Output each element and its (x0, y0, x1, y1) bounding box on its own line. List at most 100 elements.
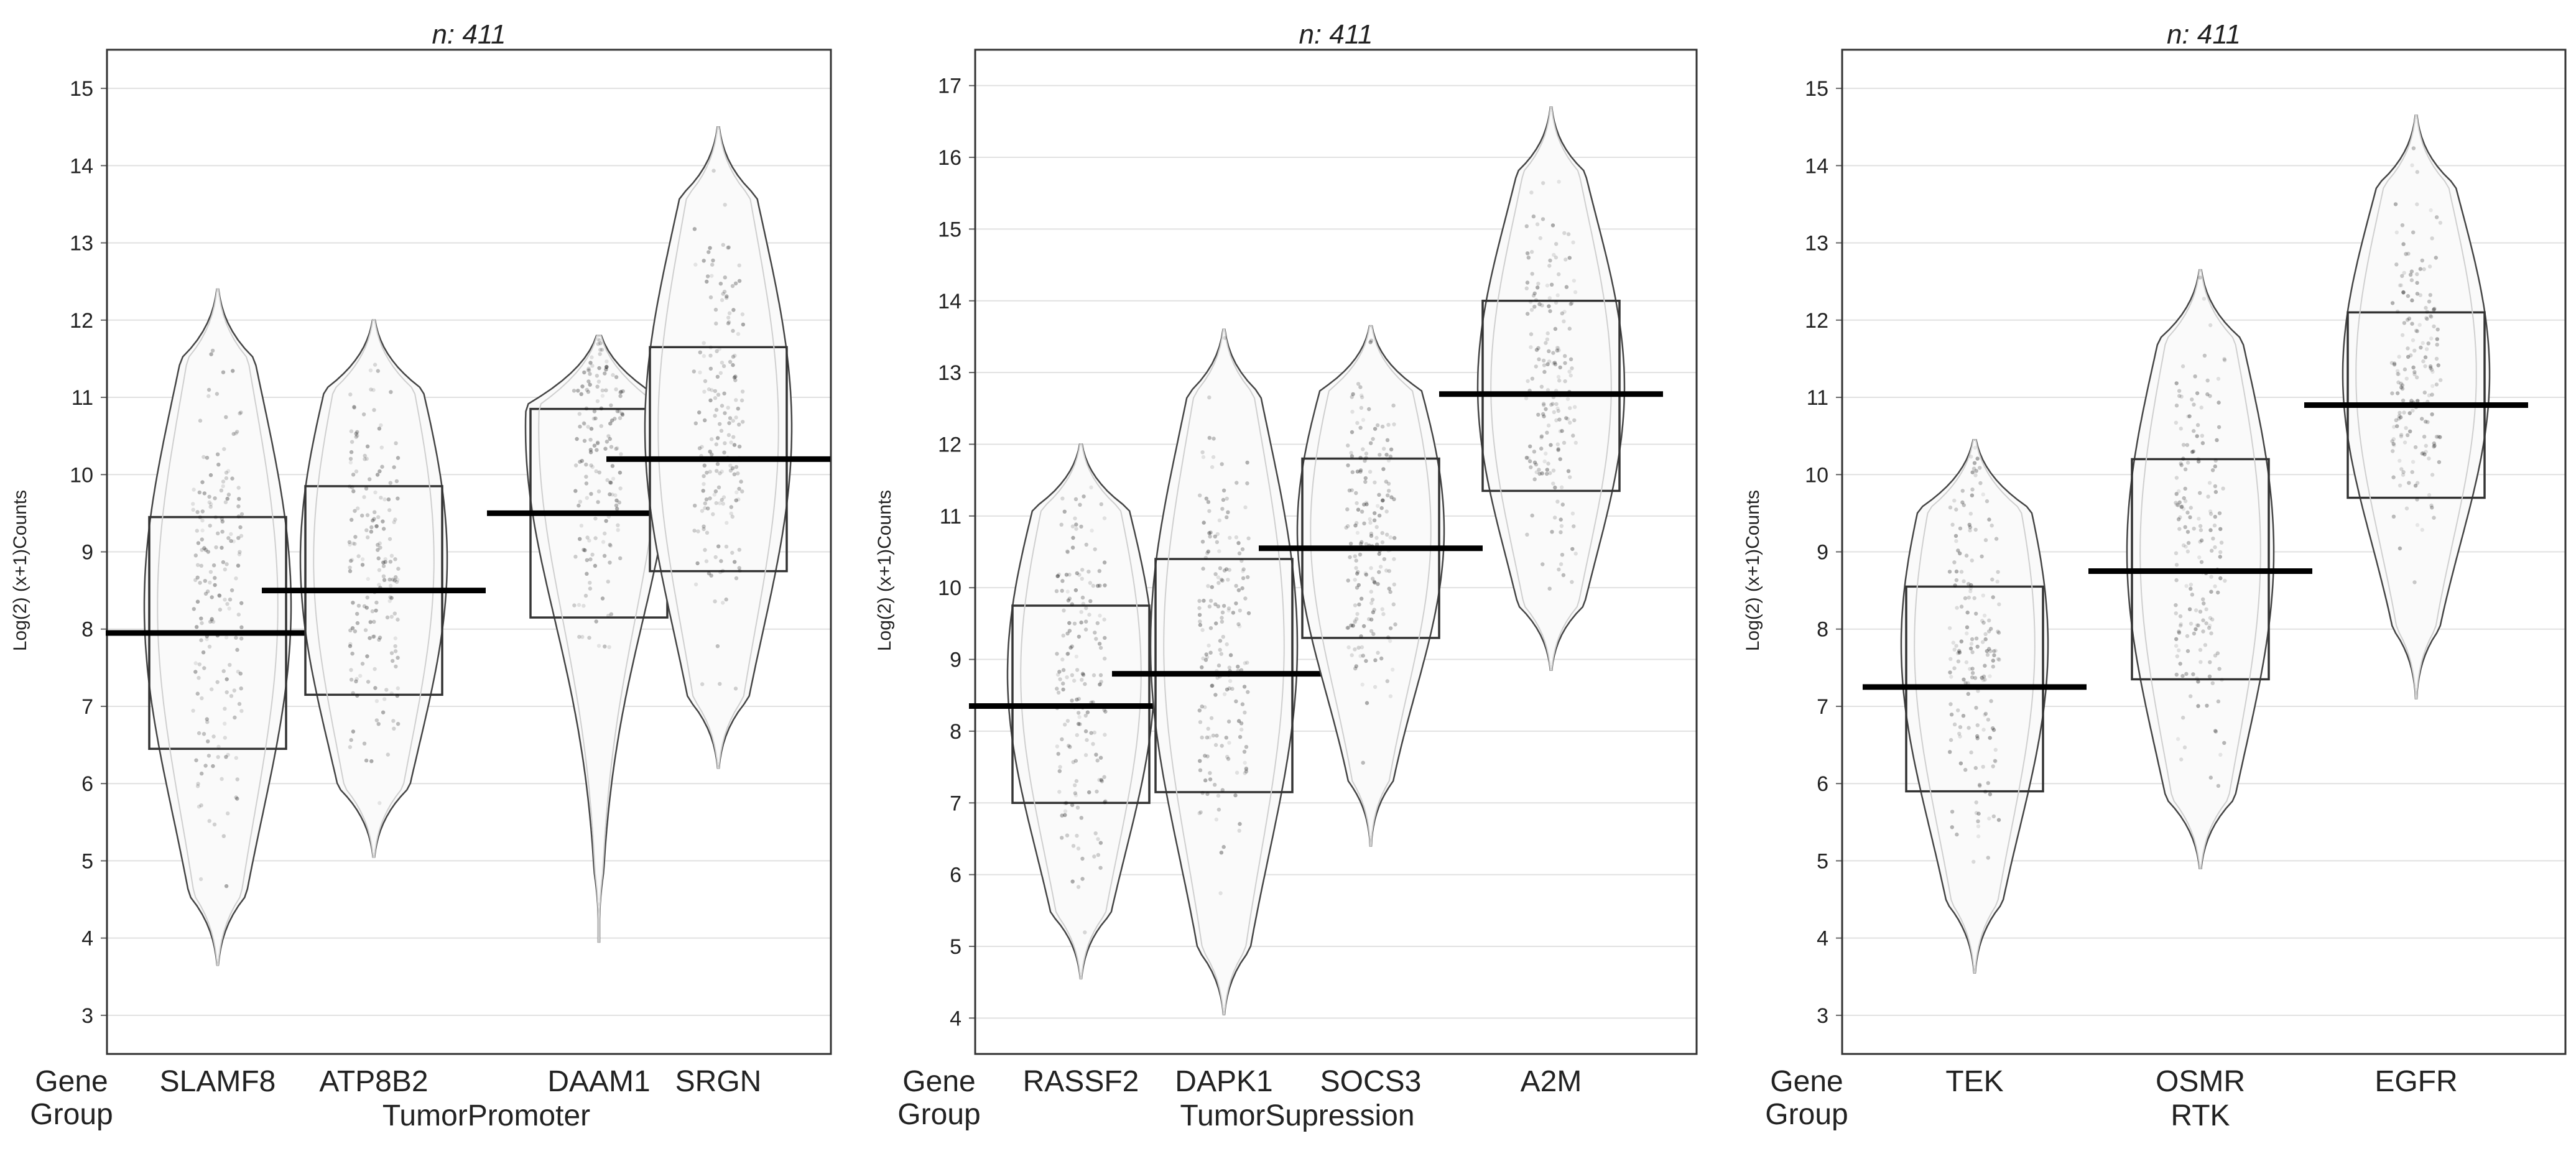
data-point (194, 758, 198, 762)
data-point (2434, 256, 2438, 260)
data-point (1968, 646, 1973, 651)
data-point (2219, 540, 2224, 545)
data-point (1246, 690, 1250, 695)
category-label: SOCS3 (1320, 1065, 1422, 1098)
data-point (1573, 290, 1578, 295)
data-point (1563, 361, 1567, 366)
data-point (210, 619, 214, 623)
data-point (2213, 654, 2218, 658)
data-point (714, 442, 719, 446)
data-point (1234, 535, 1239, 540)
data-point (2183, 486, 2187, 491)
data-point (1981, 728, 1986, 732)
data-point (207, 819, 211, 823)
data-point (1356, 645, 1361, 650)
data-point (2202, 297, 2207, 301)
data-point (352, 405, 356, 409)
data-point (392, 520, 396, 524)
data-point (2181, 443, 2186, 447)
data-point (1360, 509, 1364, 514)
data-point (1358, 654, 1363, 658)
data-point (601, 540, 606, 544)
data-point (1218, 566, 1223, 570)
data-point (375, 473, 380, 477)
data-point (1546, 423, 1551, 428)
data-point (2217, 425, 2222, 430)
data-point (1208, 599, 1213, 603)
data-point (1065, 589, 1070, 594)
data-point (1198, 759, 1202, 764)
data-point (1539, 384, 1544, 389)
plot-frame (974, 48, 1698, 1055)
data-point (1387, 569, 1391, 573)
data-point (1961, 714, 1966, 718)
data-point (1391, 404, 1396, 408)
data-point (739, 479, 743, 484)
data-point (1063, 801, 1067, 806)
data-point (1060, 579, 1065, 583)
data-point (1562, 440, 1567, 445)
data-point (603, 371, 607, 376)
data-point (1997, 602, 2001, 607)
data-point (1991, 764, 1995, 769)
data-point (1562, 310, 1567, 314)
data-point (1241, 569, 1245, 573)
data-point (1978, 466, 1982, 470)
data-point (2398, 458, 2402, 463)
data-point (210, 595, 214, 599)
data-point (1095, 789, 1099, 794)
data-point (362, 741, 367, 746)
data-point (1529, 249, 1534, 254)
data-point (376, 515, 381, 519)
violin-inner (313, 319, 435, 858)
data-point (203, 579, 207, 583)
data-point (1225, 496, 1230, 501)
data-point (722, 289, 727, 294)
data-point (1548, 471, 1552, 476)
y-tick-label: 8 (950, 720, 961, 744)
data-point (1529, 345, 1533, 349)
data-point (1968, 528, 1972, 533)
data-point (2184, 584, 2189, 588)
data-point (1098, 583, 1102, 588)
data-point (381, 710, 386, 714)
data-point (1060, 813, 1064, 818)
data-point (1227, 686, 1231, 691)
data-point (1213, 602, 1218, 607)
data-point (1570, 366, 1574, 371)
data-point (1233, 793, 1238, 798)
data-point (239, 686, 243, 691)
data-point (1966, 681, 1970, 685)
data-point (1217, 518, 1222, 523)
data-point (708, 496, 712, 501)
data-point (1221, 497, 1226, 502)
data-point (611, 476, 616, 481)
data-point (1528, 300, 1533, 304)
data-point (374, 718, 379, 723)
data-point (1364, 451, 1369, 456)
data-point (706, 506, 710, 510)
data-point (584, 481, 589, 486)
data-point (195, 563, 200, 567)
data-point (2398, 415, 2403, 420)
data-point (621, 389, 625, 394)
data-point (1222, 568, 1227, 573)
data-point (2211, 537, 2215, 541)
data-point (1377, 552, 1381, 557)
data-point (2179, 461, 2183, 466)
data-point (1363, 571, 1368, 576)
data-point (594, 619, 598, 624)
data-point (2210, 681, 2215, 685)
data-point (581, 548, 586, 552)
data-point (1225, 642, 1229, 647)
y-tick-label: 12 (938, 433, 961, 456)
data-point (1203, 754, 1207, 758)
data-point (1571, 433, 1575, 438)
data-point (1230, 686, 1235, 691)
data-point (2419, 345, 2423, 350)
data-point (221, 484, 225, 489)
data-point (608, 436, 612, 441)
data-point (1553, 326, 1558, 331)
data-point (1564, 285, 1569, 289)
data-point (1532, 460, 1537, 464)
